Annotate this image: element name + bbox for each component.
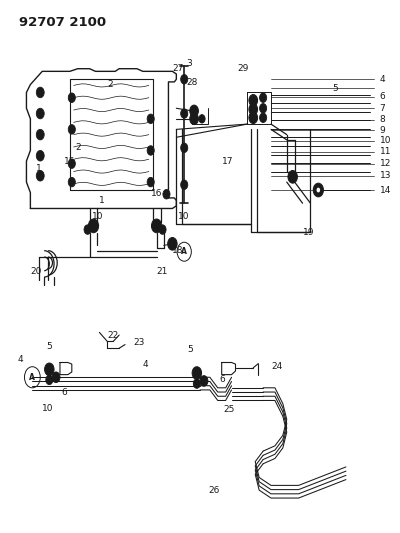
Text: 25: 25 xyxy=(224,406,235,415)
Circle shape xyxy=(36,150,44,161)
Circle shape xyxy=(168,238,177,250)
Circle shape xyxy=(249,94,258,106)
Text: 21: 21 xyxy=(157,267,168,276)
Text: 10: 10 xyxy=(92,212,103,221)
Circle shape xyxy=(52,372,60,383)
Circle shape xyxy=(46,375,53,385)
Circle shape xyxy=(68,125,75,134)
Circle shape xyxy=(147,146,154,155)
Circle shape xyxy=(163,190,170,199)
Text: 10: 10 xyxy=(42,405,54,414)
Text: 26: 26 xyxy=(208,486,219,495)
Circle shape xyxy=(84,225,91,235)
Circle shape xyxy=(199,115,205,123)
Text: 27: 27 xyxy=(172,64,184,73)
Text: 8: 8 xyxy=(380,115,385,124)
Circle shape xyxy=(260,103,267,113)
Text: 9: 9 xyxy=(380,126,385,135)
Text: 13: 13 xyxy=(380,171,391,180)
Circle shape xyxy=(36,87,44,98)
Text: 4: 4 xyxy=(18,356,23,365)
Circle shape xyxy=(200,376,208,386)
Text: A: A xyxy=(30,373,35,382)
Text: 29: 29 xyxy=(238,64,249,73)
Text: 24: 24 xyxy=(271,362,282,371)
Text: 19: 19 xyxy=(302,228,314,237)
Circle shape xyxy=(68,93,75,102)
Text: 7: 7 xyxy=(380,104,385,113)
Text: 17: 17 xyxy=(222,157,233,166)
Text: 16: 16 xyxy=(151,189,162,198)
Circle shape xyxy=(88,219,99,233)
Circle shape xyxy=(152,219,162,233)
Text: 4: 4 xyxy=(380,75,385,84)
Circle shape xyxy=(316,188,320,192)
Text: 15: 15 xyxy=(64,157,76,166)
Text: 6: 6 xyxy=(61,387,67,397)
Text: 23: 23 xyxy=(133,338,144,348)
Circle shape xyxy=(260,113,267,123)
Circle shape xyxy=(190,113,198,125)
Text: 1: 1 xyxy=(36,164,42,173)
Circle shape xyxy=(36,108,44,119)
Text: 18: 18 xyxy=(172,246,184,255)
Text: 5: 5 xyxy=(332,84,338,93)
Text: 3: 3 xyxy=(186,59,192,68)
Circle shape xyxy=(192,367,202,379)
Circle shape xyxy=(190,105,198,117)
Text: 11: 11 xyxy=(380,147,391,156)
Circle shape xyxy=(181,180,188,190)
Text: 14: 14 xyxy=(380,185,391,195)
Text: 2: 2 xyxy=(107,80,113,89)
Text: 22: 22 xyxy=(107,330,118,340)
Text: 6: 6 xyxy=(219,375,225,384)
Text: 28: 28 xyxy=(186,78,198,87)
Text: 92707 2100: 92707 2100 xyxy=(18,16,106,29)
Circle shape xyxy=(159,225,166,235)
Text: 5: 5 xyxy=(46,342,52,351)
Circle shape xyxy=(181,143,188,152)
Text: 4: 4 xyxy=(143,360,148,369)
Circle shape xyxy=(68,159,75,168)
Circle shape xyxy=(44,363,54,376)
Circle shape xyxy=(288,171,298,183)
Text: A: A xyxy=(181,247,187,256)
Circle shape xyxy=(313,183,324,197)
Text: 6: 6 xyxy=(380,92,385,101)
Text: 12: 12 xyxy=(380,159,391,168)
Text: 1: 1 xyxy=(100,196,105,205)
Text: 2: 2 xyxy=(76,143,81,152)
Text: 20: 20 xyxy=(30,267,42,276)
Circle shape xyxy=(260,93,267,102)
Circle shape xyxy=(36,130,44,140)
Circle shape xyxy=(249,112,258,124)
Text: 10: 10 xyxy=(380,136,391,146)
Circle shape xyxy=(36,171,44,181)
Circle shape xyxy=(249,103,258,115)
Text: 5: 5 xyxy=(187,345,193,354)
Circle shape xyxy=(193,379,200,389)
Circle shape xyxy=(181,75,188,84)
Circle shape xyxy=(147,114,154,124)
Circle shape xyxy=(181,109,188,118)
Circle shape xyxy=(68,177,75,187)
Circle shape xyxy=(147,177,154,187)
Text: 10: 10 xyxy=(178,212,190,221)
